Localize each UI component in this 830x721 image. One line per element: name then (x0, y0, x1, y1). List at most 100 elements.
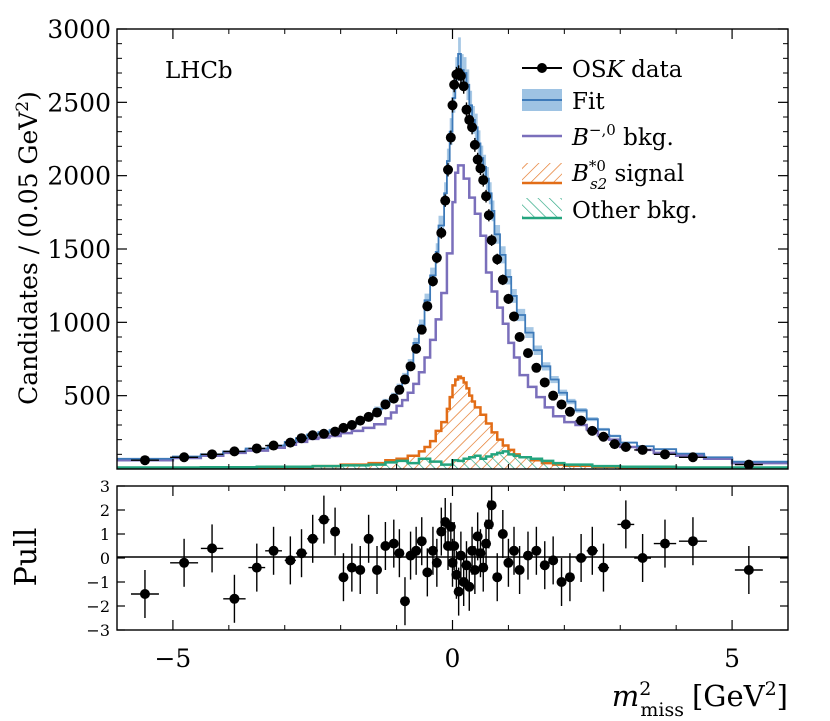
legend-other-label: Other bkg. (572, 198, 698, 224)
data-point (436, 227, 447, 238)
data-point (399, 374, 410, 385)
pull-point (637, 553, 648, 563)
pull-point (492, 572, 503, 583)
pull-point (743, 565, 754, 575)
pull-point (380, 541, 391, 551)
legend-other: Other bkg. (522, 198, 698, 224)
data-point (394, 384, 405, 395)
pull-ticks: −3 −2 −1 0 1 2 3 (86, 477, 788, 640)
pull-point (509, 545, 520, 556)
data-point (449, 79, 460, 90)
experiment-label: LHCb (165, 58, 233, 84)
data-point (285, 437, 296, 448)
legend-data-marker (537, 63, 547, 73)
data-point (405, 361, 416, 372)
pull-point (318, 514, 329, 525)
pull-y-tick-label: −1 (86, 573, 110, 592)
data-point (330, 426, 341, 437)
data-point (743, 459, 754, 469)
data-point (355, 415, 366, 426)
pull-point (620, 519, 631, 530)
data-point (338, 422, 349, 433)
main-series (117, 37, 788, 469)
data-point (229, 446, 240, 457)
data-point (447, 100, 458, 111)
data-point (467, 122, 478, 133)
y-tick-label: 3000 (47, 15, 111, 44)
pull-point (394, 548, 405, 559)
legend-bkg: B−,0 bkg. (522, 121, 674, 151)
y-tick-label: 2500 (47, 88, 111, 117)
pull-point (445, 521, 456, 532)
legend: OSK data Fit B−,0 bkg. B*0 s2 signal Othe… (522, 57, 698, 224)
pull-point (207, 543, 218, 554)
pull-point (285, 555, 296, 566)
pull-point (475, 548, 486, 559)
data-point (461, 104, 472, 115)
data-point (576, 415, 587, 426)
data-point (620, 442, 631, 452)
pull-point (497, 529, 508, 539)
pull-point (587, 545, 598, 556)
pull-point (472, 531, 483, 542)
data-point (388, 393, 399, 404)
pull-point (576, 553, 587, 563)
data-point (556, 399, 567, 410)
data-point (483, 210, 494, 221)
pull-series (130, 486, 763, 626)
legend-signal-label: B*0 s2 signal (571, 157, 684, 193)
pull-point (564, 572, 575, 583)
data-point (486, 235, 497, 246)
pull-point (431, 557, 442, 568)
pull-point (455, 550, 466, 561)
pull-point (478, 562, 489, 573)
pull-point (548, 555, 559, 566)
pull-point (179, 557, 190, 568)
data-point (207, 449, 218, 460)
legend-signal: B*0 s2 signal (522, 157, 684, 193)
pull-point (296, 548, 307, 559)
x-axis-ticks: −5 0 5 (116, 486, 789, 673)
data-point (469, 139, 480, 150)
data-point (478, 175, 489, 186)
x-axis-label: m2 miss [GeV2] (612, 678, 788, 721)
data-point (268, 440, 279, 451)
pull-point (372, 565, 383, 575)
y-tick-label: 500 (63, 382, 111, 411)
pull-point (416, 536, 427, 547)
data-point (443, 164, 454, 175)
data-point (411, 343, 422, 354)
main-ticks: 500 1000 1500 2000 2500 3000 (47, 15, 789, 469)
legend-signal-swatch (522, 163, 562, 183)
pull-point (556, 577, 567, 587)
main-frame (116, 28, 789, 470)
y-tick-label: 2000 (47, 162, 111, 191)
data-point (251, 443, 262, 454)
legend-fit: Fit (522, 89, 605, 115)
x-tick-label: 5 (724, 644, 740, 673)
pull-point (338, 572, 349, 583)
legend-bkg-label: B−,0 bkg. (571, 121, 674, 151)
legend-fit-label: Fit (572, 89, 605, 115)
pull-point (422, 567, 433, 578)
pull-point (355, 565, 366, 575)
pull-point (514, 565, 525, 575)
pull-point (307, 533, 318, 544)
data-point (139, 455, 150, 466)
x-tick-label: 0 (445, 644, 461, 673)
data-point (475, 163, 486, 174)
other-line (117, 450, 788, 469)
pull-point (481, 538, 492, 549)
data-point (609, 439, 620, 450)
pull-point (411, 545, 422, 556)
data-point (179, 452, 190, 463)
y-tick-label: 1000 (47, 308, 111, 337)
data-point (318, 428, 329, 439)
pull-point (451, 569, 462, 580)
pull-panel: −3 −2 −1 0 1 2 3 Pull −5 0 5 m2 miss [GeV2] (9, 477, 789, 721)
main-panel: 500 1000 1500 2000 2500 3000 LHCb Candidates … (13, 15, 789, 470)
pull-y-tick-label: 3 (100, 477, 110, 496)
pull-point (539, 560, 550, 571)
pull-point (598, 562, 609, 573)
data-point (346, 420, 357, 430)
